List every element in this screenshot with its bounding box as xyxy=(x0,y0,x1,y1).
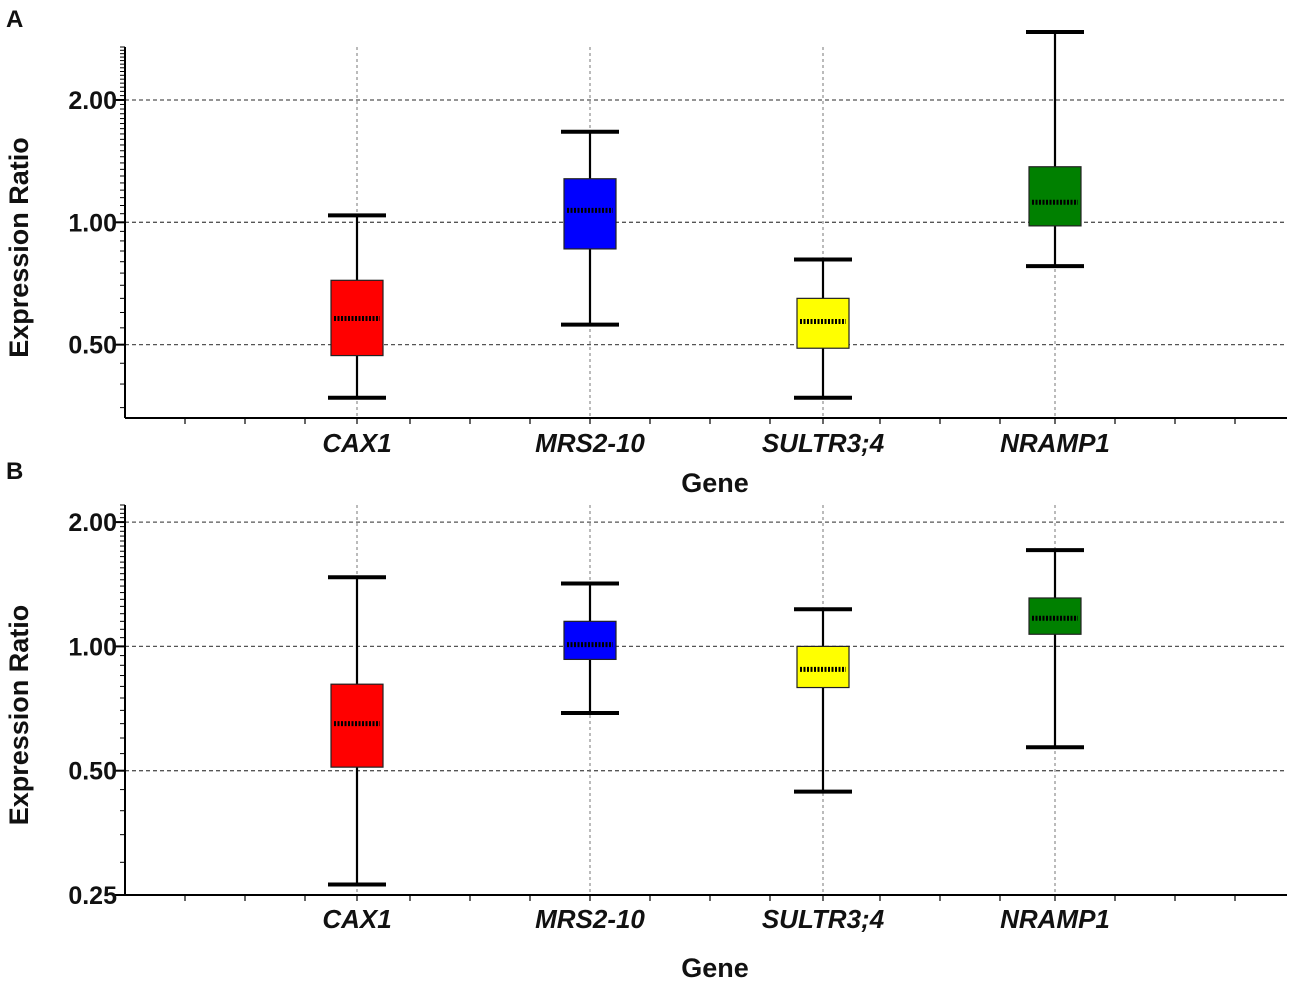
x-axis-title: Gene xyxy=(681,953,749,983)
x-tick-label: NRAMP1 xyxy=(1000,428,1110,458)
y-tick-label: 2.00 xyxy=(68,87,117,115)
y-tick-label: 2.00 xyxy=(68,509,117,537)
chart-b: 0.25 0.50 1.00 2.00 CAX1 MRS2-10 SULTR3;4 NRAMP… xyxy=(4,504,1287,983)
chart-a: 0.50 1.00 2.00 CAX1 MRS2-10 SULTR3;4 NRAMP1 Gen… xyxy=(4,29,1287,498)
box xyxy=(563,620,617,661)
box xyxy=(563,178,617,250)
x-axis-title: Gene xyxy=(681,468,749,498)
y-axis-title: Expression Ratio xyxy=(4,137,34,358)
panel-label-a: A xyxy=(6,6,23,33)
panel-label-b: B xyxy=(6,458,23,485)
y-tick-label: 0.25 xyxy=(68,882,117,910)
y-tick-label: 0.50 xyxy=(68,332,117,360)
y-tick-label: 1.00 xyxy=(68,209,117,237)
x-tick-label: SULTR3;4 xyxy=(762,428,885,458)
y-axis-title: Expression Ratio xyxy=(4,605,34,826)
x-tick-label: MRS2-10 xyxy=(535,428,645,458)
y-tick-label: 0.50 xyxy=(68,758,117,786)
y-tick-label: 1.00 xyxy=(68,633,117,661)
x-tick-label: NRAMP1 xyxy=(1000,904,1110,934)
x-tick-label: SULTR3;4 xyxy=(762,904,885,934)
box xyxy=(1028,166,1082,227)
x-tick-label: CAX1 xyxy=(322,428,391,458)
x-tick-label: CAX1 xyxy=(322,904,391,934)
x-tick-label: MRS2-10 xyxy=(535,904,645,934)
